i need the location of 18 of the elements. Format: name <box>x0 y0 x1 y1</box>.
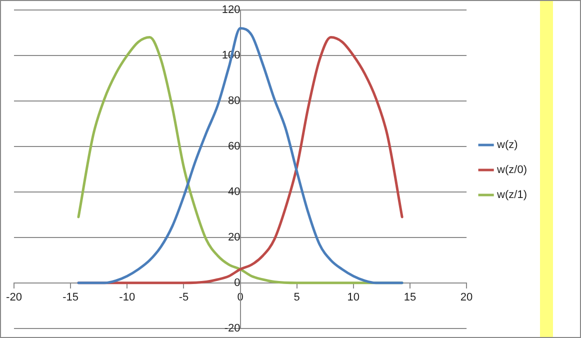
x-tick-label: 20 <box>460 292 473 304</box>
y-tick-label: 20 <box>228 231 240 244</box>
x-tick-label: -20 <box>6 292 22 304</box>
legend-label: w(z/0) <box>496 164 528 176</box>
x-tick-label: -10 <box>119 292 136 304</box>
y-tick-label: 60 <box>228 140 240 152</box>
x-tick-label: 15 <box>404 292 416 304</box>
y-tick-label: -20 <box>224 322 240 334</box>
x-tick-label: -15 <box>62 292 79 304</box>
legend-label: w(z) <box>496 139 518 152</box>
y-tick-label: 120 <box>222 4 240 16</box>
x-tick-label: -5 <box>178 292 189 304</box>
x-tick-label: 10 <box>347 292 360 304</box>
y-tick-label: 40 <box>228 186 240 198</box>
y-tick-label: 80 <box>228 95 240 108</box>
x-tick-label: 5 <box>294 292 300 304</box>
y-tick-label: 0 <box>234 276 240 289</box>
legend-label: w(z/1) <box>496 189 528 202</box>
